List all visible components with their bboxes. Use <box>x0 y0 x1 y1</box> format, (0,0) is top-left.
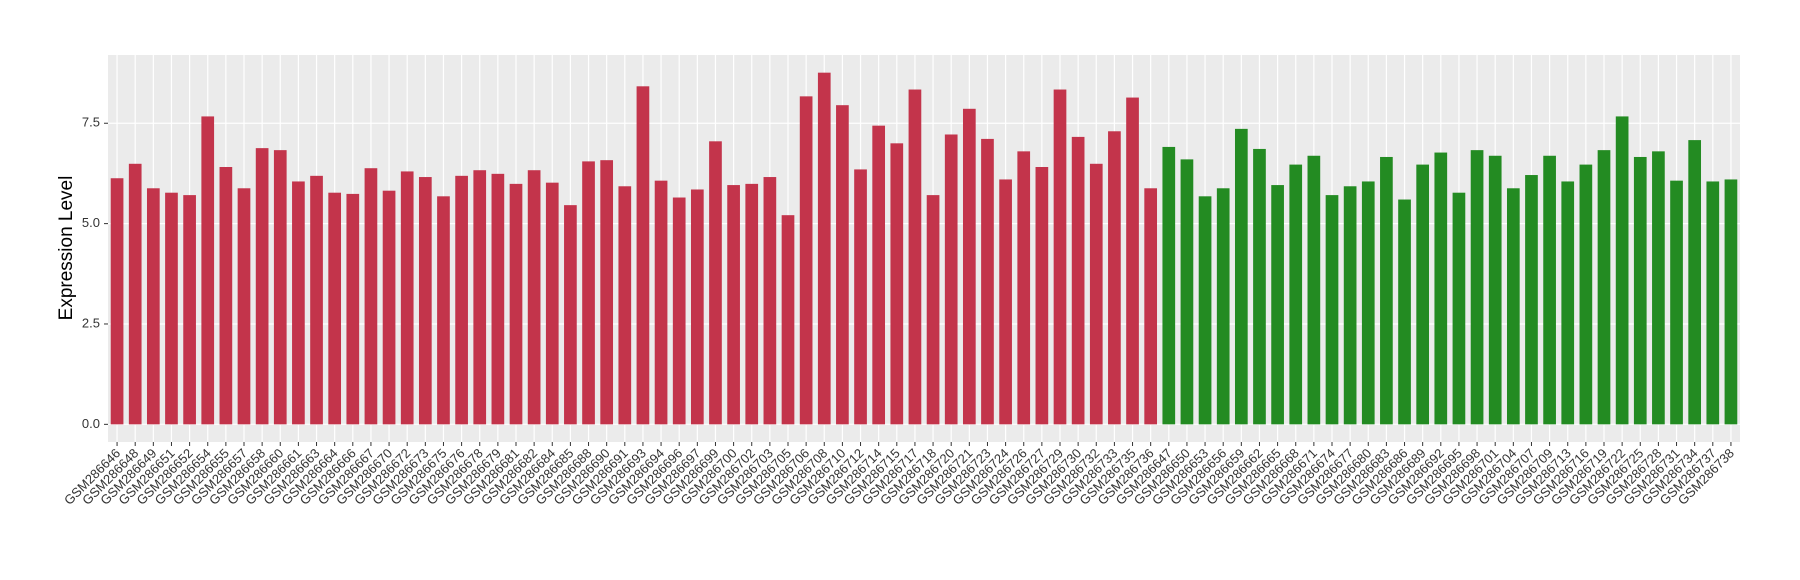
bar <box>1289 164 1303 425</box>
bar <box>1597 150 1611 425</box>
bar <box>872 125 886 425</box>
bar <box>310 175 323 425</box>
bar <box>437 196 450 425</box>
bar <box>110 178 124 425</box>
bar <box>672 197 686 425</box>
bar <box>1525 175 1538 425</box>
bar <box>1234 128 1248 425</box>
bar <box>1144 188 1158 425</box>
bar <box>709 141 722 425</box>
bar <box>128 163 142 425</box>
bar <box>364 168 378 425</box>
bar <box>418 177 432 425</box>
bar <box>146 188 160 425</box>
bar <box>908 89 922 425</box>
bar <box>582 161 595 425</box>
bar <box>1017 151 1031 425</box>
bar <box>491 173 505 425</box>
bar <box>854 169 867 425</box>
bar <box>1615 116 1629 425</box>
bar <box>1089 163 1103 425</box>
bar <box>1706 181 1720 425</box>
bar <box>545 182 559 425</box>
bar <box>473 170 487 425</box>
bar <box>1343 186 1357 425</box>
bar <box>1162 146 1176 425</box>
bar <box>255 148 269 425</box>
bar <box>1561 181 1575 425</box>
bar <box>346 193 360 425</box>
bar <box>1361 181 1375 425</box>
bar <box>1416 164 1430 425</box>
bar <box>1688 140 1702 425</box>
bar <box>999 179 1012 425</box>
bar <box>1035 167 1049 425</box>
bar <box>654 180 668 425</box>
bar <box>1670 180 1683 425</box>
bar <box>400 171 414 425</box>
y-axis-label: Expression Level <box>56 176 77 321</box>
bar <box>1071 136 1085 425</box>
bar <box>981 138 994 425</box>
bar <box>781 215 795 425</box>
bar <box>527 170 541 425</box>
bar <box>564 205 577 425</box>
bar <box>1579 164 1593 425</box>
bar <box>1488 155 1502 425</box>
bar <box>1434 152 1448 425</box>
bar <box>926 195 940 425</box>
bar <box>1506 188 1520 425</box>
bar <box>509 183 523 425</box>
bar <box>1307 155 1321 425</box>
bar <box>328 192 342 425</box>
bar <box>1452 192 1466 425</box>
bar <box>201 116 215 425</box>
bar <box>1633 156 1647 425</box>
bar <box>944 134 958 425</box>
bar <box>292 181 305 425</box>
bar <box>727 185 740 425</box>
bar <box>1380 156 1393 425</box>
y-tick-label: 2.5 <box>82 315 100 330</box>
y-tick-label: 7.5 <box>82 115 100 130</box>
bar <box>1724 179 1738 425</box>
panel <box>108 55 1740 442</box>
bar <box>618 186 632 425</box>
bar <box>799 96 813 425</box>
bar <box>1398 199 1411 425</box>
bar <box>962 108 976 425</box>
bar <box>690 189 704 425</box>
bar <box>219 167 233 425</box>
bar <box>763 177 777 425</box>
bar <box>1470 150 1484 425</box>
bar <box>455 175 468 425</box>
bar <box>165 192 178 425</box>
bar <box>1053 89 1067 425</box>
y-tick-label: 5.0 <box>82 215 100 230</box>
bar <box>890 143 904 425</box>
bar <box>1198 196 1212 425</box>
bar <box>1108 131 1121 425</box>
bar <box>183 195 196 425</box>
bar <box>1271 185 1284 425</box>
bar <box>1652 151 1665 425</box>
y-tick-label: 0.0 <box>82 416 100 431</box>
bar <box>600 160 614 425</box>
bar <box>1216 188 1230 425</box>
bar <box>1180 159 1194 425</box>
bar <box>1543 155 1556 425</box>
bar <box>1126 97 1139 425</box>
bar <box>745 183 759 425</box>
bar <box>636 86 650 425</box>
bar <box>1253 148 1266 425</box>
bar <box>836 105 849 425</box>
bar <box>237 188 251 425</box>
bar <box>273 150 287 425</box>
bar <box>1325 195 1339 425</box>
bar <box>817 72 831 425</box>
bar <box>382 190 396 425</box>
